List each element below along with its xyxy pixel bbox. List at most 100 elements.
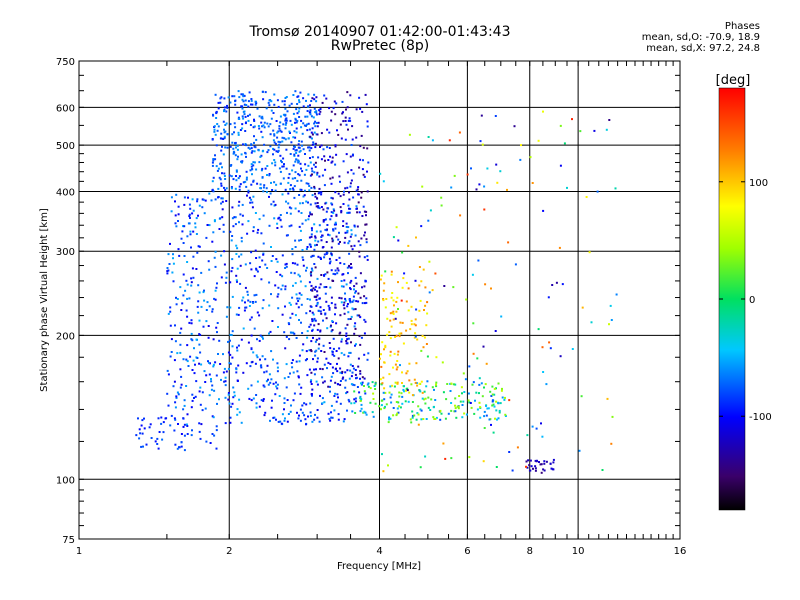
- scatter-point: [241, 115, 244, 118]
- scatter-point: [446, 383, 449, 385]
- scatter-point: [208, 373, 211, 376]
- scatter-point: [339, 367, 342, 370]
- scatter-point: [276, 136, 279, 139]
- scatter-point: [312, 336, 314, 339]
- scatter-point: [350, 375, 353, 378]
- scatter-point: [235, 313, 238, 316]
- scatter-point: [222, 138, 225, 140]
- scatter-point: [289, 188, 292, 191]
- scatter-point: [356, 225, 359, 228]
- scatter-point: [203, 370, 206, 373]
- scatter-point: [348, 117, 351, 120]
- scatter-point: [306, 110, 309, 112]
- scatter-point: [299, 392, 302, 395]
- scatter-point: [234, 223, 237, 226]
- scatter-point: [384, 346, 387, 349]
- scatter-point: [302, 264, 305, 267]
- scatter-point: [295, 121, 298, 124]
- scatter-point: [455, 416, 458, 419]
- scatter-point: [300, 293, 303, 296]
- scatter-point: [492, 403, 495, 406]
- scatter-point: [351, 300, 354, 303]
- scatter-point: [398, 335, 401, 338]
- scatter-point: [440, 412, 443, 415]
- scatter-point: [284, 263, 287, 266]
- scatter-point: [258, 339, 261, 342]
- scatter-point: [224, 376, 227, 379]
- scatter-point: [366, 125, 369, 128]
- scatter-point: [296, 297, 299, 300]
- scatter-point: [525, 460, 528, 463]
- scatter-point: [316, 202, 319, 204]
- scatter-point: [329, 390, 331, 393]
- scatter-point: [330, 161, 333, 164]
- scatter-point: [328, 257, 331, 260]
- scatter-point: [471, 273, 474, 276]
- scatter-point: [334, 303, 337, 306]
- scatter-point: [209, 442, 212, 444]
- scatter-point: [425, 418, 428, 420]
- scatter-point: [470, 406, 473, 409]
- scatter-point: [262, 299, 265, 302]
- scatter-point: [160, 416, 163, 419]
- scatter-point: [240, 421, 243, 424]
- scatter-point: [307, 122, 310, 125]
- scatter-point: [236, 379, 239, 382]
- scatter-point: [422, 268, 425, 271]
- scatter-point: [342, 111, 344, 114]
- scatter-point: [231, 402, 234, 405]
- scatter-point: [319, 108, 322, 110]
- scatter-point: [585, 196, 588, 198]
- scatter-point: [215, 374, 218, 377]
- scatter-point: [337, 242, 340, 245]
- scatter-point: [329, 385, 331, 388]
- scatter-point: [244, 286, 247, 289]
- scatter-point: [216, 331, 218, 334]
- scatter-point: [390, 393, 393, 396]
- scatter-point: [334, 144, 337, 147]
- scatter-point: [361, 215, 364, 217]
- scatter-point: [313, 185, 316, 188]
- scatter-point: [420, 225, 423, 228]
- scatter-point: [294, 160, 297, 163]
- scatter-point: [558, 246, 561, 249]
- scatter-point: [342, 304, 345, 307]
- scatter-point: [552, 458, 555, 461]
- scatter-point: [342, 420, 345, 423]
- scatter-point: [552, 461, 555, 464]
- scatter-point: [580, 395, 583, 398]
- scatter-point: [320, 274, 323, 276]
- scatter-point: [362, 205, 365, 208]
- scatter-point: [312, 287, 315, 290]
- scatter-point: [411, 394, 414, 397]
- scatter-point: [277, 286, 280, 289]
- scatter-point: [229, 145, 232, 148]
- scatter-point: [286, 420, 289, 423]
- scatter-point: [183, 196, 186, 199]
- scatter-point: [240, 105, 243, 108]
- scatter-point: [287, 192, 290, 195]
- scatter-point: [482, 345, 485, 348]
- scatter-point: [392, 313, 395, 315]
- scatter-point: [188, 222, 191, 225]
- scatter-point: [217, 167, 220, 170]
- scatter-point: [571, 118, 573, 121]
- scatter-point: [343, 301, 346, 304]
- scatter-point: [291, 296, 294, 299]
- scatter-point: [539, 463, 542, 466]
- scatter-point: [269, 330, 272, 333]
- scatter-point: [399, 406, 402, 409]
- scatter-point: [166, 369, 169, 372]
- scatter-point: [508, 451, 511, 453]
- scatter-point: [275, 183, 278, 186]
- scatter-point: [495, 400, 498, 403]
- scatter-point: [233, 391, 236, 394]
- scatter-point: [483, 208, 486, 211]
- scatter-point: [361, 376, 364, 379]
- scatter-point: [249, 365, 252, 368]
- scatter-point: [350, 383, 353, 386]
- scatter-point: [333, 409, 336, 412]
- scatter-point: [347, 311, 350, 314]
- scatter-point: [300, 119, 303, 122]
- scatter-point: [189, 233, 192, 236]
